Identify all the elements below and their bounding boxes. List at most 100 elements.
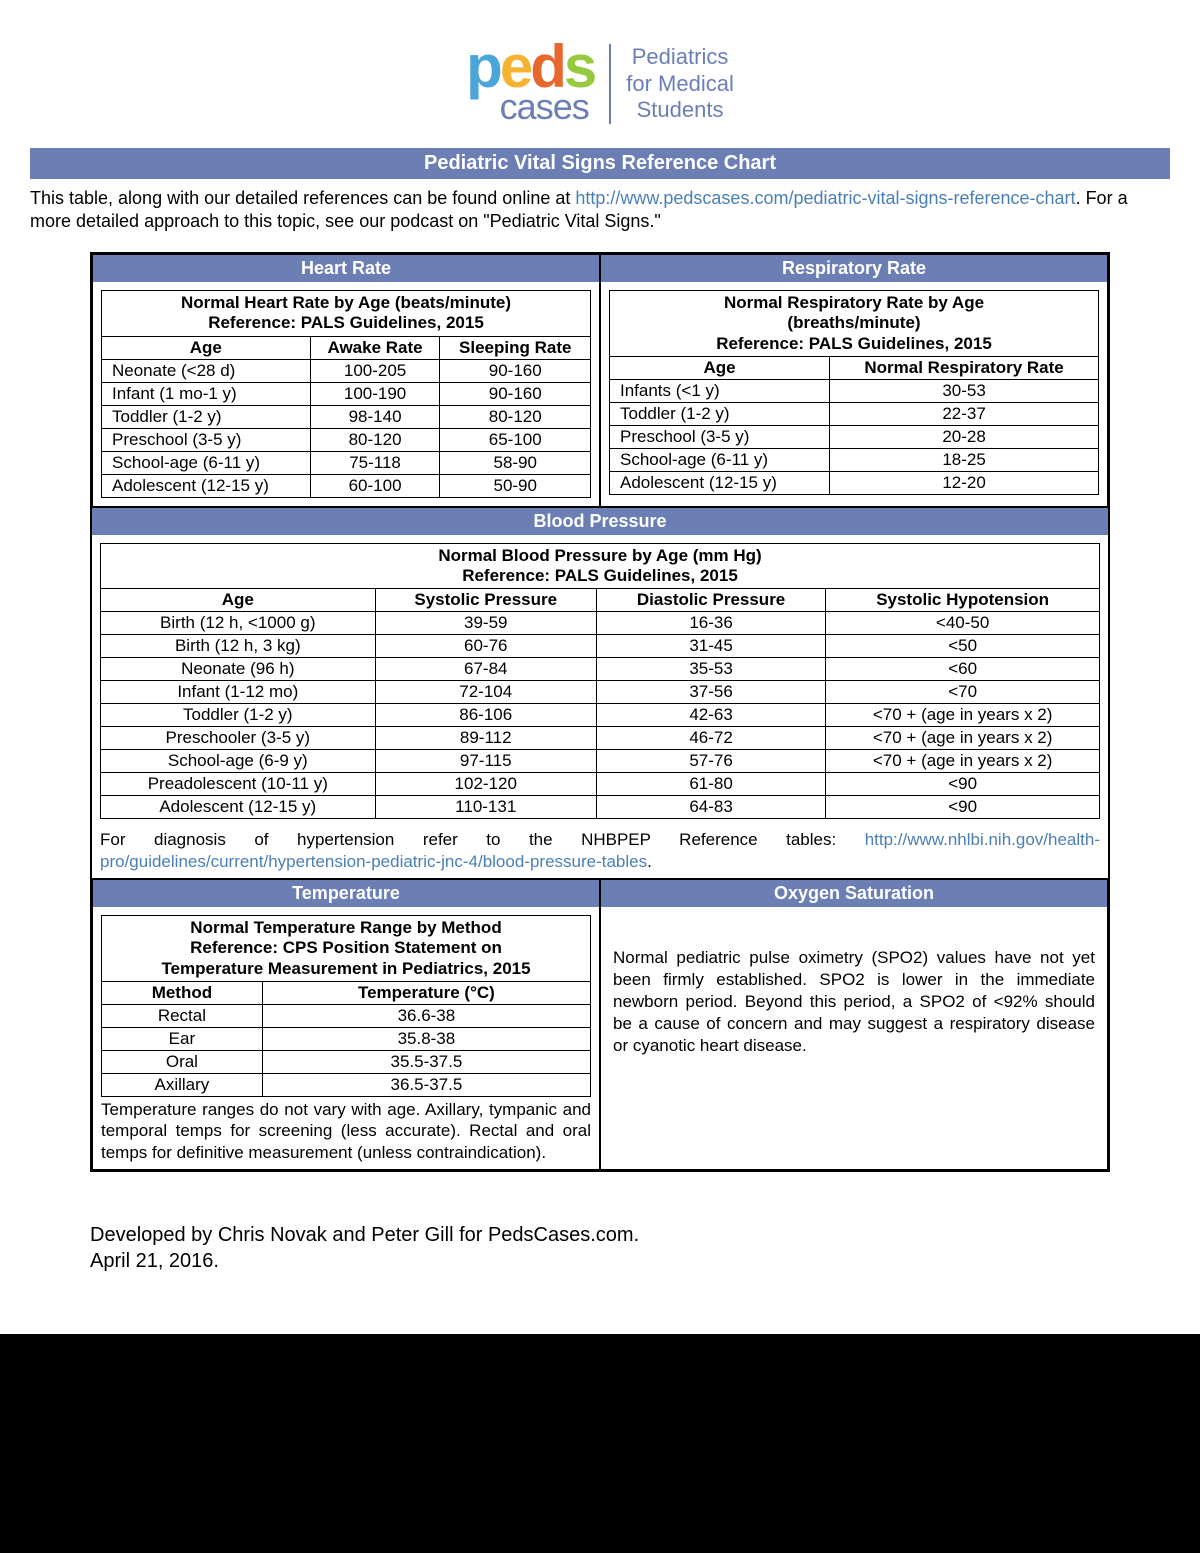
rr-title-l2: (breaths/minute) xyxy=(787,313,920,332)
logo-area: peds cases Pediatrics for Medical Studen… xyxy=(30,40,1170,128)
temp-title-l2: Reference: CPS Position Statement on xyxy=(190,938,502,957)
temp-title-l3: Temperature Measurement in Pediatrics, 2… xyxy=(161,959,530,978)
table-cell: Oral xyxy=(102,1051,263,1074)
bp-section: Blood Pressure Normal Blood Pressure by … xyxy=(92,507,1108,878)
table-cell: 22-37 xyxy=(830,402,1099,425)
table-cell: 61-80 xyxy=(596,773,825,796)
resp-rate-table: Normal Respiratory Rate by Age (breaths/… xyxy=(609,290,1099,495)
col-hypo: Systolic Hypotension xyxy=(826,589,1100,612)
col-sys: Systolic Pressure xyxy=(375,589,596,612)
table-cell: 89-112 xyxy=(375,727,596,750)
col-dia: Diastolic Pressure xyxy=(596,589,825,612)
hr-title: Normal Heart Rate by Age (beats/minute) … xyxy=(102,290,591,336)
col-rate: Normal Respiratory Rate xyxy=(830,356,1099,379)
temp-note: Temperature ranges do not vary with age.… xyxy=(93,1097,599,1169)
table-cell: 100-205 xyxy=(310,359,440,382)
temp-title: Normal Temperature Range by Method Refer… xyxy=(102,915,591,981)
tagline-line: Pediatrics xyxy=(626,44,734,70)
col-age: Age xyxy=(101,589,376,612)
table-cell: 90-160 xyxy=(440,359,591,382)
table-row: Infants (<1 y)30-53 xyxy=(610,379,1099,402)
table-cell: <60 xyxy=(826,658,1100,681)
footer: Developed by Chris Novak and Peter Gill … xyxy=(90,1222,1110,1274)
hr-title-l1: Normal Heart Rate by Age (beats/minute) xyxy=(181,293,511,312)
table-row: Toddler (1-2 y)22-37 xyxy=(610,402,1099,425)
col-sleep-text: Sleeping Rate xyxy=(459,338,571,357)
table-cell: 46-72 xyxy=(596,727,825,750)
table-row: Infant (1 mo-1 y)100-19090-160 xyxy=(102,382,591,405)
table-row: Neonate (96 h)67-8435-53<60 xyxy=(101,658,1100,681)
table-cell: <90 xyxy=(826,796,1100,819)
content-container: Heart Rate Normal Heart Rate by Age (bea… xyxy=(90,252,1110,1172)
table-row: Toddler (1-2 y)98-14080-120 xyxy=(102,405,591,428)
table-cell: <70 + (age in years x 2) xyxy=(826,750,1100,773)
logo-letter-p: p xyxy=(466,33,500,100)
table-cell: <70 + (age in years x 2) xyxy=(826,727,1100,750)
oxygen-section: Oxygen Saturation Normal pediatric pulse… xyxy=(600,879,1108,1170)
table-cell: 57-76 xyxy=(596,750,825,773)
table-cell: School-age (6-9 y) xyxy=(101,750,376,773)
logo-tagline: Pediatrics for Medical Students xyxy=(626,44,734,123)
table-row: Ear35.8-38 xyxy=(102,1028,591,1051)
table-cell: <70 + (age in years x 2) xyxy=(826,704,1100,727)
footer-line-1: Developed by Chris Novak and Peter Gill … xyxy=(90,1222,1110,1248)
table-cell: 67-84 xyxy=(375,658,596,681)
heart-rate-table: Normal Heart Rate by Age (beats/minute) … xyxy=(101,290,591,498)
temp-table: Normal Temperature Range by Method Refer… xyxy=(101,915,591,1097)
rr-title: Normal Respiratory Rate by Age (breaths/… xyxy=(610,290,1099,356)
resp-rate-header: Respiratory Rate xyxy=(601,255,1107,282)
table-cell: <90 xyxy=(826,773,1100,796)
heart-rate-section: Heart Rate Normal Heart Rate by Age (bea… xyxy=(92,254,600,507)
col-sleep: Sleeping Rate xyxy=(440,336,591,359)
table-cell: 36.6-38 xyxy=(262,1005,590,1028)
rr-title-l3: Reference: PALS Guidelines, 2015 xyxy=(716,334,992,353)
logo-divider xyxy=(609,44,611,124)
table-cell: 35.8-38 xyxy=(262,1028,590,1051)
table-cell: 80-120 xyxy=(310,428,440,451)
table-cell: 80-120 xyxy=(440,405,591,428)
page-title: Pediatric Vital Signs Reference Chart xyxy=(30,148,1170,179)
table-row: Preschooler (3-5 y)89-11246-72<70 + (age… xyxy=(101,727,1100,750)
col-awake: Awake Rate xyxy=(310,336,440,359)
table-cell: Neonate (<28 d) xyxy=(102,359,311,382)
table-cell: Birth (12 h, <1000 g) xyxy=(101,612,376,635)
table-cell: 65-100 xyxy=(440,428,591,451)
row-hr-rr: Heart Rate Normal Heart Rate by Age (bea… xyxy=(92,254,1108,507)
table-cell: Toddler (1-2 y) xyxy=(102,405,311,428)
table-cell: Toddler (1-2 y) xyxy=(610,402,830,425)
footer-line-2: April 21, 2016. xyxy=(90,1248,1110,1274)
table-cell: Rectal xyxy=(102,1005,263,1028)
table-cell: 37-56 xyxy=(596,681,825,704)
table-cell: 72-104 xyxy=(375,681,596,704)
logo-cases: cases xyxy=(494,86,594,128)
table-cell: 102-120 xyxy=(375,773,596,796)
table-cell: Infant (1-12 mo) xyxy=(101,681,376,704)
table-row: Toddler (1-2 y)86-10642-63<70 + (age in … xyxy=(101,704,1100,727)
col-method: Method xyxy=(102,982,263,1005)
table-cell: Preadolescent (10-11 y) xyxy=(101,773,376,796)
table-cell: 35.5-37.5 xyxy=(262,1051,590,1074)
bp-header: Blood Pressure xyxy=(92,508,1108,535)
table-row: Preschool (3-5 y)80-12065-100 xyxy=(102,428,591,451)
table-cell: Infants (<1 y) xyxy=(610,379,830,402)
logo: peds cases Pediatrics for Medical Studen… xyxy=(466,40,734,128)
table-row: Birth (12 h, <1000 g)39-5916-36<40-50 xyxy=(101,612,1100,635)
table-cell: 58-90 xyxy=(440,451,591,474)
oxygen-header: Oxygen Saturation xyxy=(601,880,1107,907)
table-cell: 31-45 xyxy=(596,635,825,658)
temp-header: Temperature xyxy=(93,880,599,907)
tagline-line: for Medical xyxy=(626,71,734,97)
table-row: Rectal36.6-38 xyxy=(102,1005,591,1028)
table-cell: 100-190 xyxy=(310,382,440,405)
table-row: Oral35.5-37.5 xyxy=(102,1051,591,1074)
table-cell: 86-106 xyxy=(375,704,596,727)
table-cell: 60-76 xyxy=(375,635,596,658)
table-row: Birth (12 h, 3 kg)60-7631-45<50 xyxy=(101,635,1100,658)
table-cell: 60-100 xyxy=(310,474,440,497)
intro-link[interactable]: http://www.pedscases.com/pediatric-vital… xyxy=(575,188,1075,208)
table-row: School-age (6-11 y)18-25 xyxy=(610,448,1099,471)
temp-title-l1: Normal Temperature Range by Method xyxy=(190,918,501,937)
col-awake-text: Awake Rate xyxy=(327,338,422,357)
bp-title-l2: Reference: PALS Guidelines, 2015 xyxy=(462,566,738,585)
col-age: Age xyxy=(610,356,830,379)
